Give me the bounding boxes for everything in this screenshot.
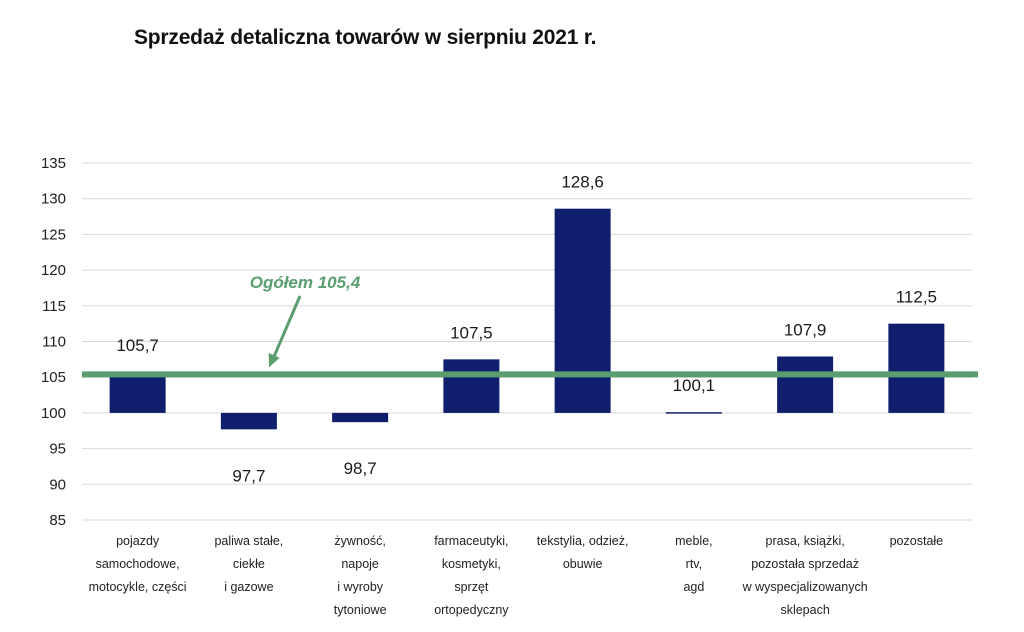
reference-arrow-shaft	[270, 295, 302, 362]
bar	[220, 412, 277, 430]
value-labels: 105,7 97,7 98,7 107,5 128,6 100,1 107,9 112,5	[116, 173, 937, 486]
category-label-line: agd	[683, 580, 704, 594]
data-label: 100,1	[673, 376, 716, 395]
y-tick-label: 100	[41, 405, 66, 422]
category-label-line: tytoniowe	[334, 603, 387, 617]
category-label-line: pojazdy	[116, 534, 160, 548]
bar	[332, 412, 389, 423]
category-label-line: obuwie	[563, 557, 603, 571]
category-label-line: samochodowe,	[96, 557, 180, 571]
y-tick-label: 120	[41, 262, 66, 279]
category-label-line: żywność,	[334, 534, 385, 548]
y-tick-label: 85	[49, 512, 66, 529]
category-label: farmaceutyki, kosmetyki, sprzęt ortopedyczn…	[434, 534, 509, 617]
data-label: 107,5	[450, 323, 493, 342]
bar	[777, 356, 834, 413]
category-label-line: i gazowe	[224, 580, 273, 594]
category-label-line: i wyroby	[337, 580, 384, 594]
category-label: pozostałe	[890, 534, 944, 548]
category-label-line: ortopedyczny	[434, 603, 509, 617]
bar	[665, 412, 722, 414]
category-label-line: w wyspecjalizowanych	[742, 580, 868, 594]
y-tick-label: 95	[49, 441, 66, 458]
reference-line-label: Ogółem 105,4	[250, 273, 361, 292]
category-label-line: sklepach	[780, 603, 829, 617]
bar	[109, 372, 166, 413]
category-label-line: ciekłe	[233, 557, 265, 571]
reference-arrow-head	[268, 353, 280, 368]
chart-title: Sprzedaż detaliczna towarów w sierpniu 2…	[134, 26, 597, 49]
category-label: tekstylia, odzież, obuwie	[537, 534, 629, 571]
category-label-line: meble,	[675, 534, 713, 548]
bar	[443, 359, 500, 413]
category-label: paliwa stałe, ciekłe i gazowe	[214, 534, 283, 594]
category-label-line: tekstylia, odzież,	[537, 534, 629, 548]
category-label: prasa, książki, pozostała sprzedaż w wyspe…	[742, 534, 868, 617]
y-tick-label: 130	[41, 191, 66, 208]
category-label-line: pozostała sprzedaż	[751, 557, 859, 571]
reference-line-group: Ogółem 105,4	[82, 273, 978, 378]
y-tick-label: 115	[42, 298, 66, 315]
data-label: 98,7	[344, 459, 377, 478]
data-label: 112,5	[896, 288, 937, 307]
category-label-line: rtv,	[686, 557, 702, 571]
y-tick-label: 90	[49, 476, 66, 493]
category-label-line: farmaceutyki,	[434, 534, 508, 548]
data-label: 97,7	[232, 466, 265, 485]
category-label-line: paliwa stałe,	[214, 534, 283, 548]
category-label-line: pozostałe	[890, 534, 944, 548]
y-tick-label: 125	[41, 226, 66, 243]
bar	[888, 323, 945, 413]
bar	[554, 208, 611, 413]
category-label: żywność, napoje i wyroby tytoniowe	[334, 534, 387, 617]
category-label-line: motocykle, części	[89, 580, 187, 594]
category-label-line: prasa, książki,	[766, 534, 845, 548]
category-label: pojazdy samochodowe, motocykle, części	[89, 534, 187, 594]
y-axis-ticks: 85 90 95 100 105 110 115 120 125 130 135	[41, 155, 66, 529]
gridlines	[82, 162, 972, 521]
y-tick-label: 135	[41, 155, 66, 172]
bars	[109, 208, 945, 430]
y-tick-label: 110	[42, 334, 66, 351]
data-label: 107,9	[784, 320, 827, 339]
category-labels: pojazdy samochodowe, motocykle, części pali…	[89, 534, 944, 617]
category-label-line: kosmetyki,	[442, 557, 501, 571]
y-tick-label: 105	[41, 369, 66, 386]
data-label: 128,6	[561, 173, 604, 192]
data-label: 105,7	[116, 336, 159, 355]
category-label-line: napoje	[341, 557, 379, 571]
category-label-line: sprzęt	[454, 580, 489, 594]
category-label: meble, rtv, agd	[675, 534, 713, 594]
